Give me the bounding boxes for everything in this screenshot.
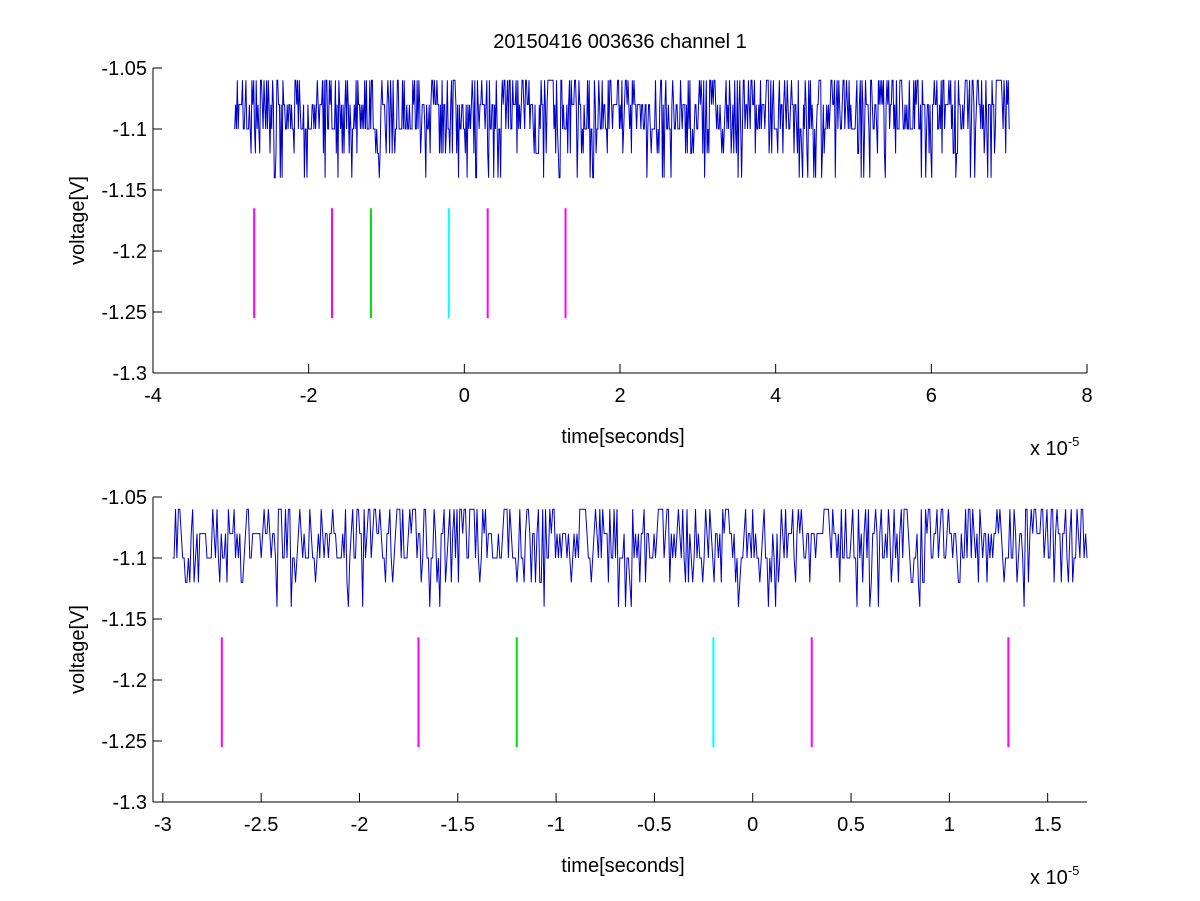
top-y-tick-label: -1.1 <box>113 119 147 141</box>
bottom-voltage-trace <box>172 508 1088 607</box>
bottom-y-tick-label: -1.25 <box>101 731 147 753</box>
bottom-y-ticks: -1.05 -1.1 -1.15 -1.2 -1.25 -1.3 <box>101 487 162 814</box>
bottom-x-tick-label: -2.5 <box>244 814 278 836</box>
top-x-tick-label: 8 <box>1081 385 1092 407</box>
top-voltage-line <box>234 79 1010 179</box>
bottom-x-tick-label: -3 <box>154 814 172 836</box>
top-x-multiplier: x 10-5 <box>1030 434 1079 460</box>
bottom-x-axis-label: time[seconds] <box>561 855 684 877</box>
top-y-axis-label: voltage[V] <box>67 176 89 265</box>
bottom-x-tick-label: -2 <box>351 814 369 836</box>
bottom-y-tick-label: -1.05 <box>101 487 147 509</box>
bottom-event-markers <box>220 637 1010 748</box>
top-x-tick-label: 0 <box>459 385 470 407</box>
bottom-y-axis-label: voltage[V] <box>67 605 89 694</box>
top-x-tick-label: -4 <box>144 385 162 407</box>
bottom-x-ticks: -3 -2.5 -2 -1.5 -1 -0.5 0 0.5 1 1.5 <box>154 793 1062 836</box>
top-y-tick-label: -1.25 <box>101 302 147 324</box>
top-x-tick-label: 4 <box>770 385 781 407</box>
top-x-tick-label: -2 <box>300 385 318 407</box>
bottom-y-tick-label: -1.3 <box>113 792 147 814</box>
bottom-x-tick-label: 0 <box>747 814 758 836</box>
bottom-x-tick-label: -1 <box>547 814 565 836</box>
bottom-x-multiplier: x 10-5 <box>1030 863 1079 889</box>
bottom-voltage-line <box>172 508 1088 607</box>
bottom-x-tick-label: -1.5 <box>441 814 475 836</box>
top-y-ticks: -1.05 -1.1 -1.15 -1.2 -1.25 -1.3 <box>101 58 162 385</box>
figure-title: 20150416 003636 channel 1 <box>493 31 747 53</box>
top-event-markers <box>253 208 567 319</box>
top-y-tick-label: -1.2 <box>113 241 147 263</box>
bottom-y-tick-label: -1.1 <box>113 548 147 570</box>
top-plot: -4 -2 0 2 4 6 8 -1.05 -1.1 -1.15 -1.2 -1.25 -1.3 ti… <box>67 58 1093 460</box>
bottom-y-tick-label: -1.2 <box>113 670 147 692</box>
top-x-ticks: -4 -2 0 2 4 6 8 <box>144 364 1093 407</box>
top-voltage-trace <box>234 79 1010 179</box>
top-x-tick-label: 6 <box>926 385 937 407</box>
bottom-x-tick-label: 0.5 <box>837 814 865 836</box>
bottom-plot: -3 -2.5 -2 -1.5 -1 -0.5 0 0.5 1 1.5 -1.05 -1.1 -1.1… <box>67 487 1088 889</box>
bottom-x-tick-label: 1.5 <box>1034 814 1062 836</box>
top-x-axis-label: time[seconds] <box>561 426 684 448</box>
bottom-x-tick-label: 1 <box>944 814 955 836</box>
top-y-tick-label: -1.05 <box>101 58 147 80</box>
top-y-tick-label: -1.15 <box>101 180 147 202</box>
top-x-tick-label: 2 <box>614 385 625 407</box>
top-y-tick-label: -1.3 <box>113 363 147 385</box>
bottom-y-tick-label: -1.15 <box>101 609 147 631</box>
bottom-x-tick-label: -0.5 <box>637 814 671 836</box>
